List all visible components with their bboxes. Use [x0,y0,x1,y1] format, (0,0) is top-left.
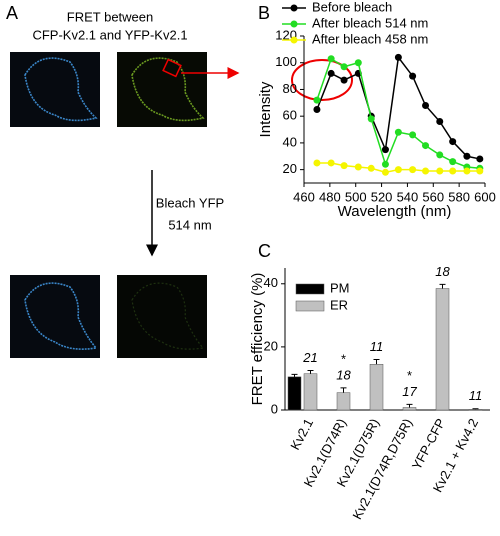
point [381,160,389,168]
x-tick-label: 480 [319,189,341,204]
point [436,118,444,126]
legend-marker [290,36,298,44]
panel-title: FRET between [67,9,153,24]
point [313,106,321,113]
point [340,76,348,84]
y-tick-label: 20 [283,161,297,176]
legend-label: After bleach 514 nm [312,15,428,30]
legend-swatch [295,283,325,295]
point [476,167,484,175]
point [476,155,484,163]
error-bar [406,403,413,408]
x-tick-label: 560 [422,189,444,204]
point [381,168,389,176]
n-label: 21 [302,350,317,365]
point [422,142,430,150]
panel-label: B [258,3,270,23]
x-axis-title: Wavelength (nm) [338,203,452,220]
legend-swatch [295,300,325,312]
point [436,167,444,175]
error-bar [373,359,380,365]
point [394,166,402,174]
y-tick-label: 60 [283,108,297,123]
point [463,167,471,175]
point [409,166,417,174]
series-line [316,57,480,170]
point [436,151,444,159]
point [409,131,417,139]
legend-label: Before bleach [312,0,392,14]
point [327,55,335,63]
annotation: 514 nm [168,217,211,232]
point [422,101,430,109]
n-label: 11 [469,388,483,403]
bar [468,409,483,411]
n-label: 18 [336,367,351,382]
x-tick-label: Kv2.1 [287,416,316,452]
y-tick-label: 100 [275,54,297,69]
bar [369,363,384,411]
n-label: 18 [435,264,450,279]
x-tick-label: 600 [474,189,496,204]
legend-label: After bleach 458 nm [312,31,428,46]
y-axis-title: Intensity [257,81,274,137]
point [354,163,362,171]
y-tick-label: 20 [264,338,278,353]
point [422,167,430,175]
y-tick-label: 80 [283,81,297,96]
bar [303,373,318,411]
point [449,138,457,146]
error-bar [472,408,479,410]
y-axis-title: FRET efficiency (%) [249,273,266,406]
bar [435,288,450,411]
point [367,115,375,123]
point [327,69,335,77]
point [313,96,321,104]
point [381,146,389,154]
x-tick-label: 540 [397,189,419,204]
n-label: 11 [370,339,384,354]
annotation: Bleach YFP [156,195,224,210]
point [340,63,348,71]
legend-marker [290,4,298,12]
significance-mark: * [341,351,346,366]
error-bar [291,373,298,377]
point [409,72,417,80]
legend-marker [290,20,298,28]
micrographs [10,52,353,358]
y-tick-label: 40 [264,275,278,290]
point [367,164,375,172]
point [449,167,457,175]
legend-label: PM [330,280,350,295]
legend-label: ER [330,297,348,312]
bar [402,407,417,411]
bar [287,376,302,411]
point [313,159,321,167]
bar [336,392,351,411]
point [394,128,402,136]
n-label: 17 [402,384,417,399]
y-tick-label: 40 [283,134,297,149]
error-bar [307,370,314,374]
point [394,53,402,61]
x-tick-label: 520 [371,189,393,204]
y-tick-label: 0 [271,401,278,416]
error-bar [340,387,347,393]
x-tick-label: 500 [345,189,367,204]
point [340,162,348,170]
point [354,59,362,67]
point [449,158,457,166]
point [327,159,335,167]
x-tick-label: 580 [448,189,470,204]
panel-title: CFP-Kv2.1 and YFP-Kv2.1 [32,27,187,42]
panel-label: A [6,3,18,23]
x-tick-label: 460 [293,189,315,204]
x-tick-label: Kv2.1(D74R,D75R) [349,416,415,522]
error-bar [439,283,446,289]
point [463,152,471,160]
significance-mark: * [407,368,412,383]
panel-label: C [258,241,271,261]
